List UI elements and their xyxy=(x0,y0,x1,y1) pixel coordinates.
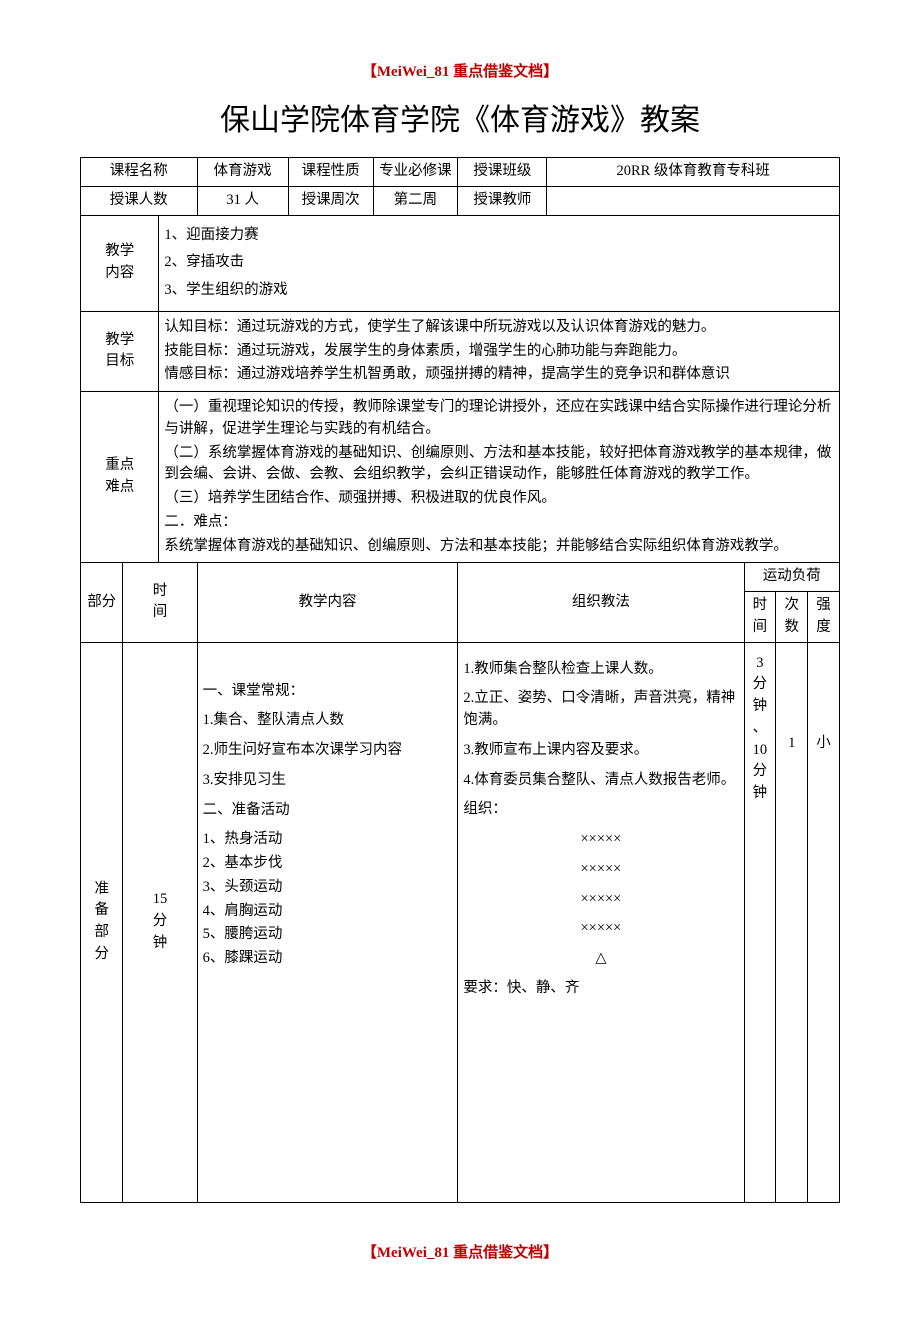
goal-line: 技能目标：通过玩游戏，发展学生的身体素质，增强学生的心肺功能与奔跑能力。 xyxy=(164,341,834,363)
col-part: 部分 xyxy=(81,563,123,642)
col-load-time: 时 间 xyxy=(744,592,776,643)
method-line: 3.教师宣布上课内容及要求。 xyxy=(463,740,738,762)
diff-line: （二）系统掌握体育游戏的基础知识、创编原则、方法和基本技能，较好把体育游戏教学的… xyxy=(164,443,834,487)
value-key-difficulty: （一）重视理论知识的传授，教师除课堂专门的理论讲授外，还应在实践课中结合实际操作… xyxy=(159,392,840,563)
col-load-count: 次 数 xyxy=(776,592,808,643)
prep-line: 3.安排见习生 xyxy=(203,770,453,792)
col-method: 组织教法 xyxy=(458,563,744,642)
label-key-difficulty: 重点 难点 xyxy=(81,392,159,563)
prep-line: 2.师生问好宣布本次课学习内容 xyxy=(203,740,453,762)
formation-row: ××××× xyxy=(463,889,738,911)
footer-watermark: 【MeiWei_81 重点借鉴文档】 xyxy=(80,1241,840,1262)
value-teaching-goal: 认知目标：通过玩游戏的方式，使学生了解该课中所玩游戏以及认识体育游戏的魅力。 技… xyxy=(159,311,840,391)
label-class: 授课班级 xyxy=(458,158,547,187)
label-course-name: 课程名称 xyxy=(81,158,198,187)
label-teacher: 授课教师 xyxy=(458,186,547,215)
method-line: 1.教师集合整队检查上课人数。 xyxy=(463,659,738,681)
method-line: 4.体育委员集合整队、清点人数报告老师。 xyxy=(463,770,738,792)
lesson-plan-table: 课程名称 体育游戏 课程性质 专业必修课 授课班级 20RR 级体育教育专科班 … xyxy=(80,157,840,1203)
diff-line: （一）重视理论知识的传授，教师除课堂专门的理论讲授外，还应在实践课中结合实际操作… xyxy=(164,397,834,441)
prep-load-count: 1 xyxy=(776,642,808,1202)
table-row: 教学 目标 认知目标：通过玩游戏的方式，使学生了解该课中所玩游戏以及认识体育游戏… xyxy=(81,311,840,391)
method-line: 2.立正、姿势、口令清晰，声音洪亮，精神饱满。 xyxy=(463,688,738,732)
table-row: 课程名称 体育游戏 课程性质 专业必修课 授课班级 20RR 级体育教育专科班 xyxy=(81,158,840,187)
method-line: 组织： xyxy=(463,799,738,821)
value-class: 20RR 级体育教育专科班 xyxy=(547,158,840,187)
diff-line: （三）培养学生团结合作、顽强拼搏、积极进取的优良作风。 xyxy=(164,488,834,510)
prep-line: 4、肩胸运动 xyxy=(203,901,453,923)
prep-load-intensity: 小 xyxy=(808,642,840,1202)
document-title: 保山学院体育学院《体育游戏》教案 xyxy=(80,95,840,139)
content-line: 1、迎面接力赛 xyxy=(164,225,834,247)
prep-line: 6、膝踝运动 xyxy=(203,948,453,970)
prep-time-label: 15 分 钟 xyxy=(123,642,197,1202)
label-student-count: 授课人数 xyxy=(81,186,198,215)
method-req: 要求：快、静、齐 xyxy=(463,978,738,1000)
prep-part-label: 准 备 部 分 xyxy=(81,642,123,1202)
table-row: 教学 内容 1、迎面接力赛 2、穿插攻击 3、学生组织的游戏 xyxy=(81,215,840,311)
prep-line: 一、课堂常规： xyxy=(203,681,453,703)
col-content: 教学内容 xyxy=(197,563,458,642)
formation-row: ××××× xyxy=(463,829,738,851)
goal-line: 认知目标：通过玩游戏的方式，使学生了解该课中所玩游戏以及认识体育游戏的魅力。 xyxy=(164,317,834,339)
label-course-type: 课程性质 xyxy=(288,158,373,187)
prep-content: 一、课堂常规： 1.集合、整队清点人数 2.师生问好宣布本次课学习内容 3.安排… xyxy=(197,642,458,1202)
table-row: 重点 难点 （一）重视理论知识的传授，教师除课堂专门的理论讲授外，还应在实践课中… xyxy=(81,392,840,563)
prep-line: 3、头颈运动 xyxy=(203,877,453,899)
table-row: 准 备 部 分 15 分 钟 一、课堂常规： 1.集合、整队清点人数 2.师生问… xyxy=(81,642,840,1202)
goal-line: 情感目标：通过游戏培养学生机智勇敢，顽强拼搏的精神，提高学生的竞争识和群体意识 xyxy=(164,364,834,386)
value-teacher xyxy=(547,186,840,215)
value-week: 第二周 xyxy=(373,186,458,215)
diff-line: 系统掌握体育游戏的基础知识、创编原则、方法和基本技能；并能够结合实际组织体育游戏… xyxy=(164,536,834,558)
prep-line: 5、腰胯运动 xyxy=(203,924,453,946)
col-time: 时 间 xyxy=(123,563,197,642)
col-load: 运动负荷 xyxy=(744,563,839,592)
label-week: 授课周次 xyxy=(288,186,373,215)
table-row: 部分 时 间 教学内容 组织教法 运动负荷 xyxy=(81,563,840,592)
prep-line: 2、基本步伐 xyxy=(203,853,453,875)
value-student-count: 31 人 xyxy=(197,186,288,215)
value-course-type: 专业必修课 xyxy=(373,158,458,187)
prep-load-time: 3 分 钟 、 10 分 钟 xyxy=(744,642,776,1202)
value-course-name: 体育游戏 xyxy=(197,158,288,187)
label-teaching-content: 教学 内容 xyxy=(81,215,159,311)
value-teaching-content: 1、迎面接力赛 2、穿插攻击 3、学生组织的游戏 xyxy=(159,215,840,311)
table-row: 授课人数 31 人 授课周次 第二周 授课教师 xyxy=(81,186,840,215)
formation-row: ××××× xyxy=(463,859,738,881)
formation-row: ××××× xyxy=(463,918,738,940)
header-watermark: 【MeiWei_81 重点借鉴文档】 xyxy=(80,60,840,81)
prep-line: 1、热身活动 xyxy=(203,829,453,851)
prep-line: 二、准备活动 xyxy=(203,800,453,822)
prep-method: 1.教师集合整队检查上课人数。 2.立正、姿势、口令清晰，声音洪亮，精神饱满。 … xyxy=(458,642,744,1202)
col-load-intensity: 强 度 xyxy=(808,592,840,643)
content-line: 2、穿插攻击 xyxy=(164,252,834,274)
content-line: 3、学生组织的游戏 xyxy=(164,280,834,302)
formation-triangle: △ xyxy=(463,948,738,970)
prep-line: 1.集合、整队清点人数 xyxy=(203,710,453,732)
label-teaching-goal: 教学 目标 xyxy=(81,311,159,391)
diff-line: 二．难点： xyxy=(164,512,834,534)
